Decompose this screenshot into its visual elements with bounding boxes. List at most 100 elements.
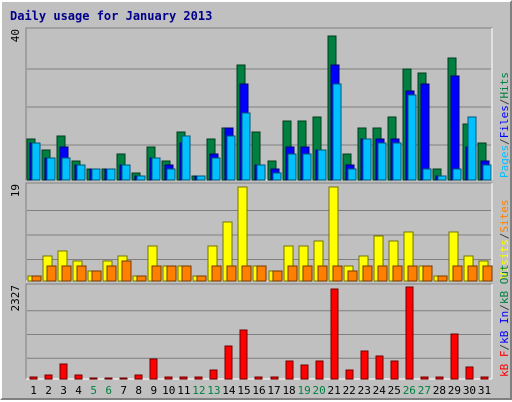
x-tick-label-day-15: 15	[237, 384, 250, 397]
bar-kb-f-day-10	[164, 376, 173, 380]
x-tick-label-day-8: 8	[135, 384, 142, 397]
bar-sites-day-23	[362, 265, 373, 282]
x-tick-label-day-9: 9	[150, 384, 157, 397]
panel-legend: Pages/Files/Hits	[498, 72, 511, 178]
panel-kbytes-plot-area	[25, 283, 493, 380]
legend-entry: /	[498, 138, 511, 145]
bar-pages-day-25	[392, 142, 402, 181]
x-tick-label-day-1: 1	[30, 384, 37, 397]
x-tick-label-day-13: 13	[207, 384, 220, 397]
legend-entry: Sites	[498, 200, 511, 233]
bar-sites-day-15	[241, 265, 252, 282]
x-tick-label-day-23: 23	[358, 384, 371, 397]
bar-sites-day-6	[106, 265, 117, 282]
legend-entry: kB Out	[498, 264, 511, 304]
bar-kb-f-day-6	[104, 377, 113, 380]
x-tick-label-day-19: 19	[297, 384, 310, 397]
bar-sites-day-30	[467, 265, 478, 282]
x-tick-label-day-25: 25	[388, 384, 401, 397]
x-tick-label-day-20: 20	[313, 384, 326, 397]
x-tick-label-day-7: 7	[120, 384, 127, 397]
bar-sites-day-11	[181, 265, 192, 282]
x-axis-day-labels: 1 2 3 4 5 6 7 8 9 10 11 12 13 14 15 16 17 18 19 20 21 22 23 24 2…	[30, 384, 491, 397]
bar-sites-day-9	[151, 265, 162, 282]
bar-pages-day-7	[121, 164, 131, 181]
x-tick-label-day-30: 30	[463, 384, 476, 397]
bar-pages-day-18	[287, 153, 297, 181]
bar-kb-f-day-7	[119, 377, 128, 380]
bar-kb-f-day-22	[345, 369, 354, 380]
bar-sites-day-7	[121, 260, 132, 282]
bar-pages-day-2	[46, 157, 56, 181]
bar-pages-day-20	[317, 149, 327, 181]
bar-pages-day-15	[241, 112, 251, 181]
bar-kb-f-day-20	[315, 360, 324, 380]
bar-kb-f-day-25	[390, 360, 399, 380]
bar-kb-f-day-29	[450, 333, 459, 380]
legend-entry: /	[498, 99, 511, 106]
bar-pages-day-1	[31, 142, 41, 181]
x-tick-label-day-22: 22	[343, 384, 356, 397]
bar-pages-day-9	[151, 157, 161, 181]
bar-sites-day-19	[302, 265, 313, 282]
x-tick-label-day-4: 4	[75, 384, 82, 397]
bar-sites-day-12	[196, 275, 207, 282]
x-tick-label-day-14: 14	[222, 384, 236, 397]
y-max-label: 40	[9, 29, 22, 42]
bar-sites-day-8	[136, 275, 147, 282]
legend-entry: Hits	[498, 72, 511, 99]
bar-sites-day-13	[211, 265, 222, 282]
bar-kb-f-day-15	[239, 329, 248, 380]
x-tick-label-day-2: 2	[45, 384, 52, 397]
bar-pages-day-27	[422, 168, 432, 181]
bar-kb-f-day-31	[480, 376, 489, 380]
bar-kb-f-day-28	[435, 376, 444, 380]
bar-kb-f-day-5	[89, 377, 98, 380]
bar-pages-day-6	[106, 168, 116, 181]
legend-entry: /	[498, 304, 511, 311]
bar-files-day-29	[450, 75, 460, 181]
bar-pages-day-22	[347, 168, 357, 181]
bar-kb-f-day-1	[29, 376, 38, 380]
bar-pages-day-24	[377, 142, 387, 181]
bar-sites-day-5	[91, 270, 102, 282]
bar-pages-day-28	[437, 175, 447, 181]
legend-entry: Visits	[498, 239, 511, 279]
bar-pages-day-10	[166, 168, 176, 181]
bar-kb-f-day-21	[330, 288, 339, 380]
legend-entry: Pages	[498, 145, 511, 178]
x-tick-label-day-6: 6	[105, 384, 112, 397]
x-tick-label-day-27: 27	[418, 384, 431, 397]
bar-pages-day-4	[76, 164, 86, 181]
bar-kb-f-day-27	[420, 376, 429, 380]
bar-sites-day-10	[166, 265, 177, 282]
bar-kb-f-day-19	[300, 364, 309, 380]
legend-entry: Files	[498, 105, 511, 138]
bar-pages-day-14	[226, 135, 236, 181]
bar-pages-day-8	[136, 175, 146, 181]
bar-kb-f-day-18	[285, 360, 294, 380]
bar-pages-day-11	[181, 135, 191, 181]
bar-kb-f-day-17	[270, 376, 279, 380]
bar-sites-day-2	[46, 265, 57, 282]
x-tick-label-day-10: 10	[162, 384, 175, 397]
bar-pages-day-31	[482, 164, 492, 181]
bar-sites-day-24	[377, 265, 388, 282]
bar-sites-day-1	[31, 275, 42, 282]
bar-kb-f-day-9	[149, 358, 158, 380]
bar-kb-f-day-23	[360, 350, 369, 380]
x-tick-label-day-17: 17	[267, 384, 280, 397]
bar-kb-f-day-26	[405, 286, 414, 380]
bar-kb-f-day-3	[59, 363, 68, 380]
x-tick-label-day-21: 21	[328, 384, 341, 397]
x-tick-label-day-5: 5	[90, 384, 97, 397]
panel-visits-sites: 19 Visits/Sites	[9, 182, 511, 282]
x-tick-label-day-12: 12	[192, 384, 205, 397]
bar-sites-day-31	[482, 265, 493, 282]
y-max-label: 19	[9, 184, 22, 197]
bar-sites-day-16	[256, 265, 267, 282]
bar-sites-day-3	[61, 265, 72, 282]
x-tick-label-day-18: 18	[282, 384, 295, 397]
legend-entry: kB In	[498, 311, 511, 344]
